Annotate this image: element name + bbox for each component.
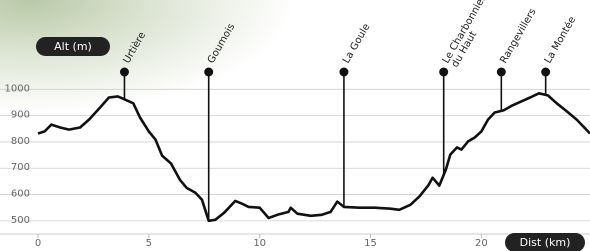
waypoint-dot <box>439 68 448 77</box>
y-tick-label: 800 <box>11 136 30 147</box>
x-tick-label: 20 <box>475 238 488 249</box>
y-tick-label: 700 <box>11 162 30 173</box>
y-tick-label: 600 <box>11 189 30 200</box>
x-tick-label: 15 <box>364 238 377 249</box>
elevation-chart: 500600700800900100005101520UrtièreGoumoi… <box>0 0 590 251</box>
waypoint-dot <box>120 68 129 77</box>
x-axis-label: Dist (km) <box>520 236 571 249</box>
y-tick-label: 1000 <box>5 83 30 94</box>
y-tick-label: 500 <box>11 215 30 226</box>
x-tick-label: 10 <box>253 238 266 249</box>
waypoint-dot <box>541 68 550 77</box>
x-tick-label: 5 <box>146 238 152 249</box>
x-tick-label: 0 <box>35 238 41 249</box>
y-tick-label: 900 <box>11 110 30 121</box>
y-axis-label: Alt (m) <box>54 40 92 53</box>
waypoint-dot <box>497 68 506 77</box>
waypoint-dot <box>204 68 213 77</box>
waypoint-dot <box>339 68 348 77</box>
